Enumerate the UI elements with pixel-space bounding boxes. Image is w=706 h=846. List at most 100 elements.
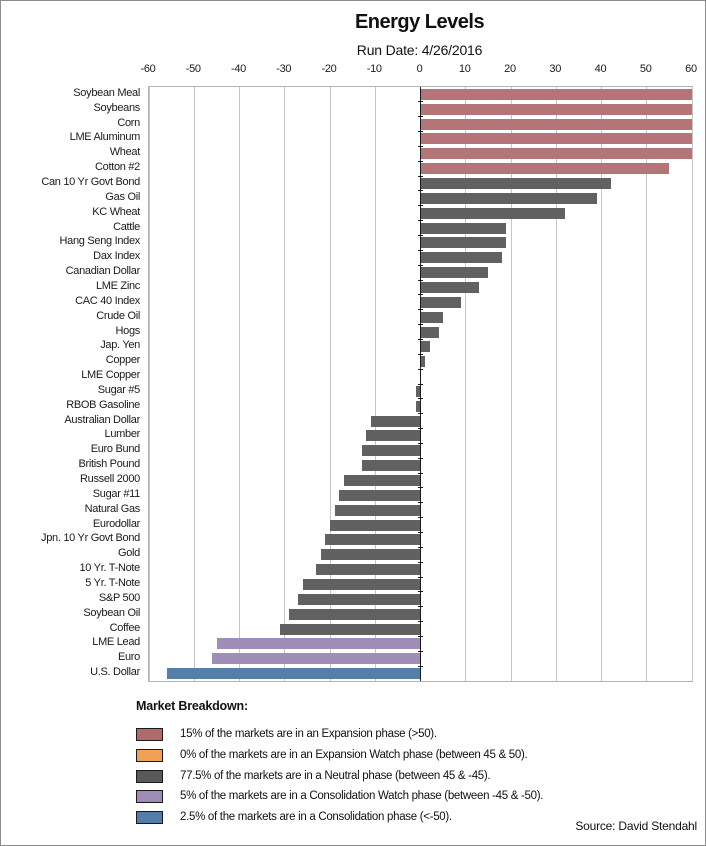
gridline xyxy=(148,87,150,681)
category-label: 5 Yr. T-Note xyxy=(85,576,140,589)
gridline xyxy=(465,87,467,681)
category-label: Cotton #2 xyxy=(94,161,140,174)
gridline xyxy=(239,87,240,681)
category-axis-tick xyxy=(417,205,423,207)
bar xyxy=(420,341,430,353)
category-axis-tick xyxy=(417,160,423,162)
category-label: Gas Oil xyxy=(105,190,140,203)
legend-item-label: 0% of the markets are in an Expansion Wa… xyxy=(180,749,528,761)
bar xyxy=(167,668,421,680)
legend-item-label: 5% of the markets are in a Consolidation… xyxy=(180,790,544,802)
legend-item-label: 2.5% of the markets are in a Consolidati… xyxy=(180,811,452,823)
category-label: LME Aluminum xyxy=(69,131,141,144)
x-tick-label: 40 xyxy=(594,63,607,75)
bar xyxy=(420,311,444,323)
x-tick-label: -30 xyxy=(276,63,292,75)
bar xyxy=(212,653,421,665)
bar xyxy=(298,593,421,605)
gridline xyxy=(193,87,195,681)
category-axis-tick xyxy=(417,635,423,637)
category-axis-tick xyxy=(417,591,423,593)
bar xyxy=(302,578,421,590)
bar xyxy=(420,103,692,115)
category-label: Sugar #11 xyxy=(92,487,141,500)
category-label: Soybean Meal xyxy=(73,86,140,99)
category-axis-tick xyxy=(417,665,423,667)
category-label: Jap. Yen xyxy=(100,339,140,352)
bar xyxy=(330,519,421,531)
category-axis-tick xyxy=(417,487,423,489)
category-label: CAC 40 Index xyxy=(75,294,140,307)
bar xyxy=(334,504,421,516)
bar xyxy=(420,281,480,293)
category-axis-tick xyxy=(417,353,423,355)
gridline xyxy=(691,87,693,681)
bar xyxy=(339,489,421,501)
legend-title: Market Breakdown: xyxy=(136,699,248,713)
category-axis-tick xyxy=(417,502,423,504)
category-label: RBOB Gasoline xyxy=(66,398,140,411)
category-label: U.S. Dollar xyxy=(90,666,140,679)
bar xyxy=(415,400,421,412)
category-label: Corn xyxy=(117,116,140,129)
bar xyxy=(420,133,692,145)
category-label: Euro Bund xyxy=(90,443,141,456)
category-axis-tick xyxy=(417,413,423,415)
category-axis-tick xyxy=(417,650,423,652)
x-tick-label: -50 xyxy=(185,63,201,75)
category-label: Hang Seng Index xyxy=(59,235,140,248)
x-axis-tick-labels: -60 -50 -40 -30 -20 -10 0 10 20 30 40 50 60 xyxy=(141,63,698,79)
bar xyxy=(289,608,421,620)
gridline xyxy=(329,87,331,681)
gridline xyxy=(284,87,286,681)
legend-item-label: 15% of the markets are in an Expansion p… xyxy=(180,728,437,740)
category-axis-tick xyxy=(417,294,423,296)
bar xyxy=(420,118,692,130)
category-axis-labels: Soybean Meal Soybeans Corn LME Aluminum Whea… xyxy=(1,86,144,680)
gridline xyxy=(646,87,648,681)
bar xyxy=(420,207,566,219)
chart-run-date: Run Date: 4/26/2016 xyxy=(356,42,483,58)
category-label: Coffee xyxy=(109,621,141,634)
bar xyxy=(420,267,489,279)
category-axis-tick xyxy=(417,116,423,118)
category-axis-tick xyxy=(417,383,423,385)
x-tick-label: -40 xyxy=(231,63,246,75)
x-tick-label: 30 xyxy=(549,63,562,75)
bar xyxy=(420,326,439,338)
bar xyxy=(280,623,421,635)
bar xyxy=(420,192,597,204)
bar xyxy=(343,475,421,487)
bar xyxy=(415,385,421,397)
category-label: Lumber xyxy=(104,428,141,441)
category-label: Canadian Dollar xyxy=(65,265,141,278)
category-label: LME Lead xyxy=(92,636,140,649)
bar xyxy=(361,445,421,457)
bar xyxy=(370,415,421,427)
category-axis-tick xyxy=(417,561,423,563)
source-credit: Source: David Stendahl xyxy=(575,819,697,833)
expansion-watch-swatch xyxy=(136,749,163,762)
x-tick-label: 20 xyxy=(504,63,516,75)
x-tick-label: -60 xyxy=(140,63,156,75)
x-tick-label: 50 xyxy=(639,63,652,75)
category-label: Sugar #5 xyxy=(97,383,141,396)
category-axis-tick xyxy=(417,264,423,266)
legend-item-label: 77.5% of the markets are in a Neutral ph… xyxy=(180,770,491,782)
chart-title: Energy Levels xyxy=(354,11,485,33)
category-axis-tick xyxy=(417,324,423,326)
bar xyxy=(325,534,421,546)
x-tick-label: -10 xyxy=(366,63,382,75)
category-axis-tick xyxy=(417,279,423,281)
category-label: Soybeans xyxy=(93,101,140,114)
category-axis-tick xyxy=(417,368,423,370)
category-axis-tick xyxy=(417,131,423,133)
category-label: Soybean Oil xyxy=(83,606,140,619)
category-axis-tick xyxy=(417,145,423,147)
gridline xyxy=(374,87,376,681)
category-label: Cattle xyxy=(113,220,140,233)
category-label: Natural Gas xyxy=(84,502,141,515)
category-label: Wheat xyxy=(109,146,141,159)
category-label: Dax Index xyxy=(93,250,140,263)
